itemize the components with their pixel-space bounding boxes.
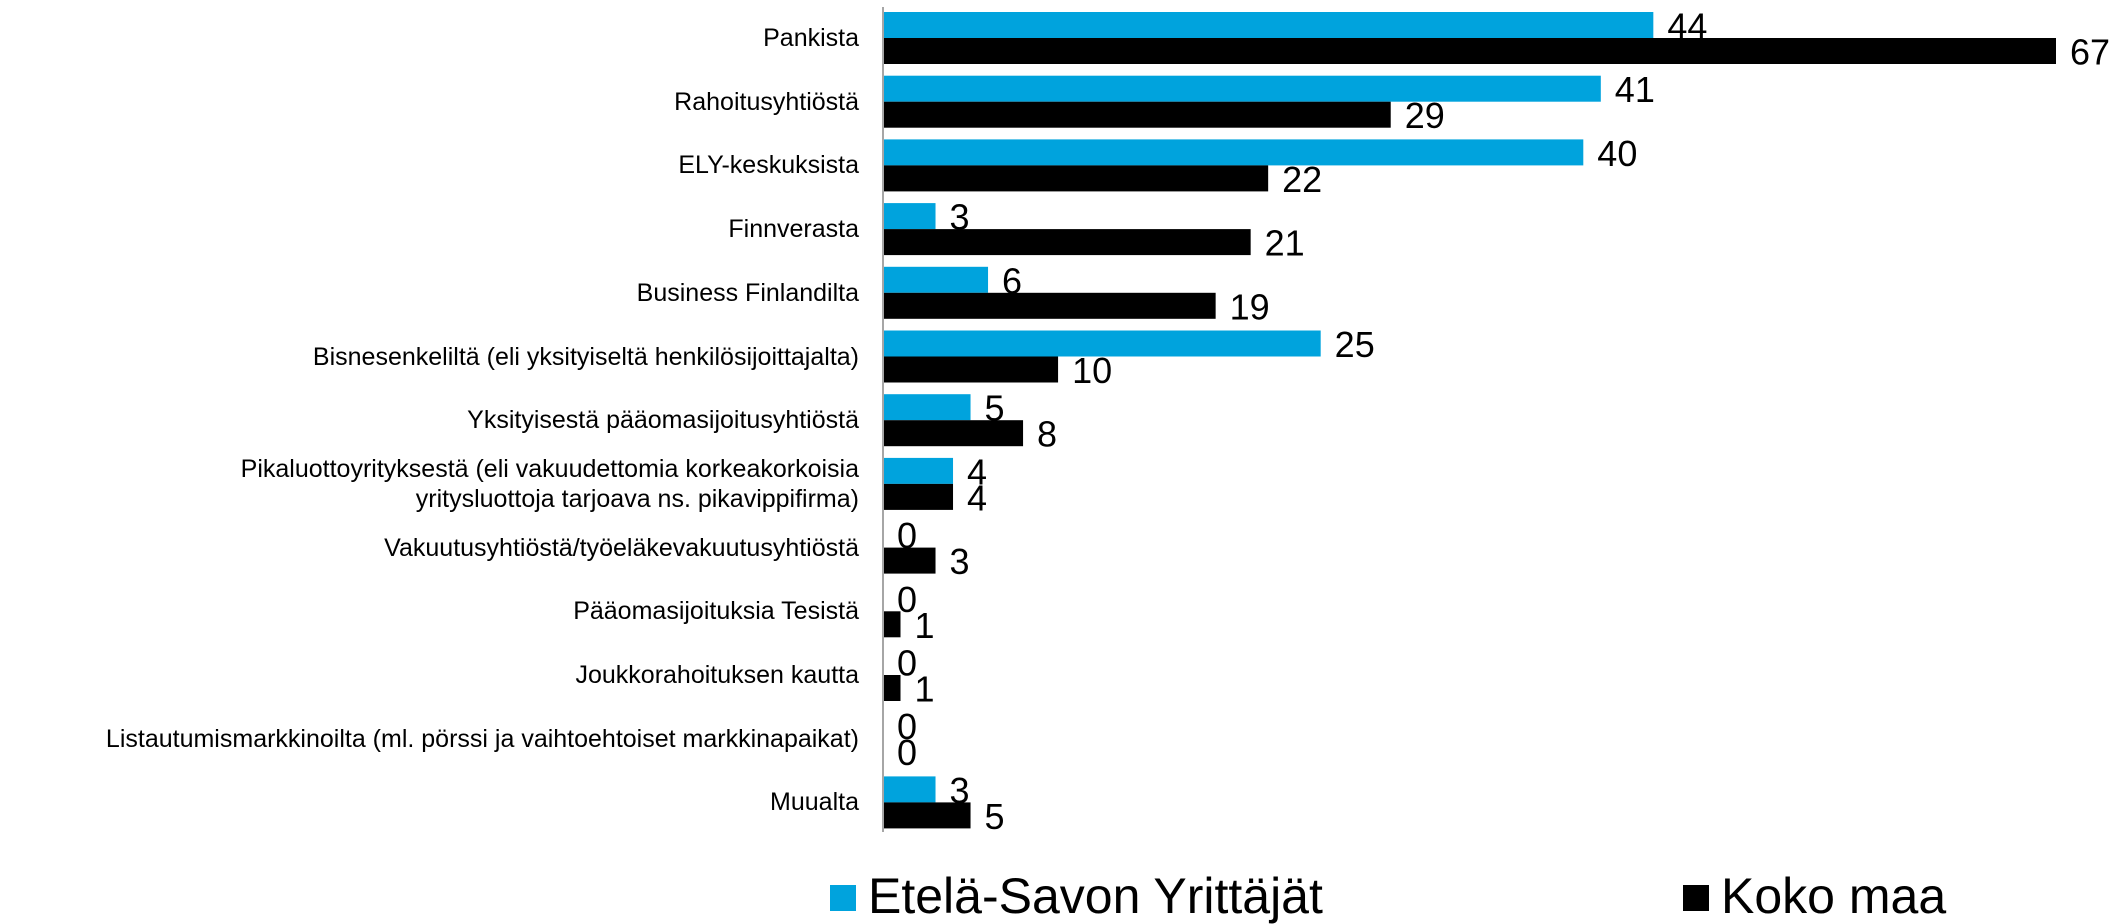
bar: [883, 139, 1584, 166]
bar: [883, 547, 936, 574]
bar: [883, 394, 971, 421]
value-label: 22: [1282, 159, 1322, 200]
bar: [883, 802, 971, 829]
category-label: Business Finlandilta: [636, 278, 859, 307]
legend-label: Koko maa: [1721, 868, 1946, 924]
category-label: Bisnesenkeliltä (eli yksityiseltä henkil…: [312, 342, 859, 371]
category-label: Vakuutusyhtiöstä/työeläkevakuutusyhtiöst…: [384, 533, 859, 562]
category-label: ELY-keskuksista: [678, 151, 859, 180]
value-label: 67: [2070, 32, 2110, 73]
value-label: 3: [950, 197, 970, 238]
value-label: 3: [950, 770, 970, 811]
value-label: 5: [985, 796, 1005, 837]
value-label: 0: [897, 706, 917, 747]
bar: [883, 203, 936, 230]
category-label: Finnverasta: [728, 215, 859, 244]
bar: [883, 356, 1059, 383]
bar: [883, 483, 954, 510]
value-label: 6: [1002, 260, 1022, 301]
value-label: 10: [1072, 350, 1112, 391]
value-label: 1: [915, 605, 935, 646]
legend-swatch: [1683, 885, 1709, 911]
value-label: 0: [897, 732, 917, 773]
category-label: Pääomasijoituksia Tesistä: [573, 597, 859, 626]
bar: [883, 75, 1601, 102]
category-label: Joukkorahoituksen kautta: [575, 661, 859, 689]
bar: [883, 12, 1654, 38]
value-label: 25: [1335, 324, 1375, 365]
category-label: Muualta: [770, 788, 859, 817]
value-label: 29: [1405, 95, 1445, 136]
value-label: 0: [897, 579, 917, 620]
bar: [883, 101, 1391, 128]
value-label: 0: [897, 515, 917, 556]
bar: [883, 420, 1024, 447]
value-label: 19: [1230, 286, 1270, 327]
bar: [883, 776, 936, 803]
bar: [883, 611, 901, 638]
category-label: Pankista: [763, 24, 859, 52]
bar: [883, 165, 1269, 192]
category-label: Rahoitusyhtiöstä: [674, 87, 859, 116]
legend-label: Etelä-Savon Yrittäjät: [868, 868, 1323, 924]
bar: [883, 675, 901, 701]
category-label: Yksityisestä pääomasijoitusyhtiöstä: [467, 406, 859, 435]
value-label: 3: [950, 541, 970, 582]
category-label: Pikaluottoyrityksestä (eli vakuudettomia…: [240, 454, 859, 513]
value-label: 8: [1037, 414, 1057, 455]
bar: [883, 229, 1251, 256]
value-label: 40: [1597, 133, 1637, 174]
value-label: 21: [1265, 223, 1305, 264]
value-label: 41: [1615, 69, 1655, 110]
category-label: Listautumismarkkinoilta (ml. pörssi ja v…: [105, 724, 859, 753]
value-label: 1: [915, 669, 935, 710]
bar: [883, 457, 954, 484]
value-label: 0: [897, 643, 917, 684]
value-label: 4: [967, 451, 987, 492]
bar: [883, 330, 1321, 357]
legend-swatch: [830, 885, 856, 911]
bar: [883, 38, 2056, 64]
bar: [883, 292, 1216, 319]
bar: [883, 266, 989, 293]
value-label: 4: [967, 477, 987, 518]
value-label: 5: [985, 388, 1005, 429]
